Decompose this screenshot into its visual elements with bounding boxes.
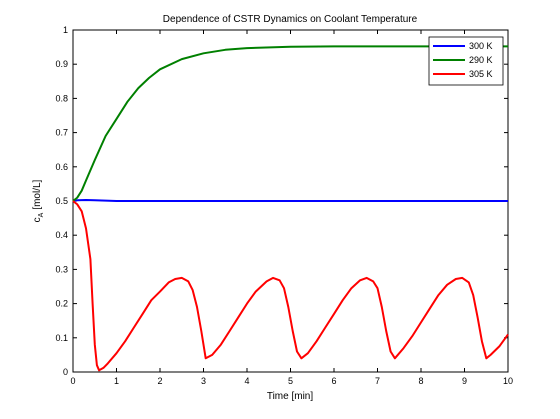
y-axis-label-sub: A	[38, 212, 45, 217]
y-axis-label-unit: [mol/L]	[32, 179, 43, 209]
y-axis-label-main: c	[32, 217, 43, 222]
y-tick-label: 1	[63, 25, 68, 35]
x-tick-labels: 0 1 2 3 4 5 6 7 8 9 10	[70, 376, 513, 386]
chart-title: Dependence of CSTR Dynamics on Coolant T…	[163, 14, 418, 25]
legend-label: 300 K	[469, 41, 493, 51]
series-line-300k	[72, 199, 508, 202]
x-tick-label: 3	[201, 376, 206, 386]
y-tick-label: 0.7	[55, 128, 68, 138]
series-group	[72, 45, 509, 372]
legend-label: 290 K	[469, 55, 493, 65]
y-tick-label: 0.6	[55, 162, 68, 172]
y-tick-label: 0.2	[55, 299, 68, 309]
y-tick-label: 0.1	[55, 333, 68, 343]
y-tick-label: 0	[63, 367, 68, 377]
y-tick-label: 0.8	[55, 93, 68, 103]
y-tick-label: 0.3	[55, 264, 68, 274]
y-tick-labels: 0 0.1 0.2 0.3 0.4 0.5 0.6 0.7 0.8 0.9 1	[55, 25, 68, 377]
x-tick-label: 10	[503, 376, 513, 386]
legend-label: 305 K	[469, 69, 493, 79]
x-tick-label: 6	[331, 376, 336, 386]
y-tick-label: 0.9	[55, 59, 68, 69]
series-line-290k	[72, 45, 508, 202]
x-tick-label: 1	[114, 376, 119, 386]
y-tick-label: 0.4	[55, 230, 68, 240]
series-line-305k	[72, 200, 509, 372]
legend: 300 K 290 K 305 K	[428, 36, 504, 86]
x-tick-label: 2	[157, 376, 162, 386]
x-tick-label: 8	[418, 376, 423, 386]
y-axis-label: cA [mol/L]	[32, 179, 45, 222]
y-tick-label: 0.5	[55, 196, 68, 206]
x-tick-label: 7	[375, 376, 380, 386]
x-tick-label: 4	[244, 376, 249, 386]
x-axis-label: Time [min]	[267, 391, 314, 402]
x-tick-label: 0	[70, 376, 75, 386]
x-tick-label: 9	[462, 376, 467, 386]
axis-ticks	[72, 29, 509, 373]
x-tick-label: 5	[288, 376, 293, 386]
